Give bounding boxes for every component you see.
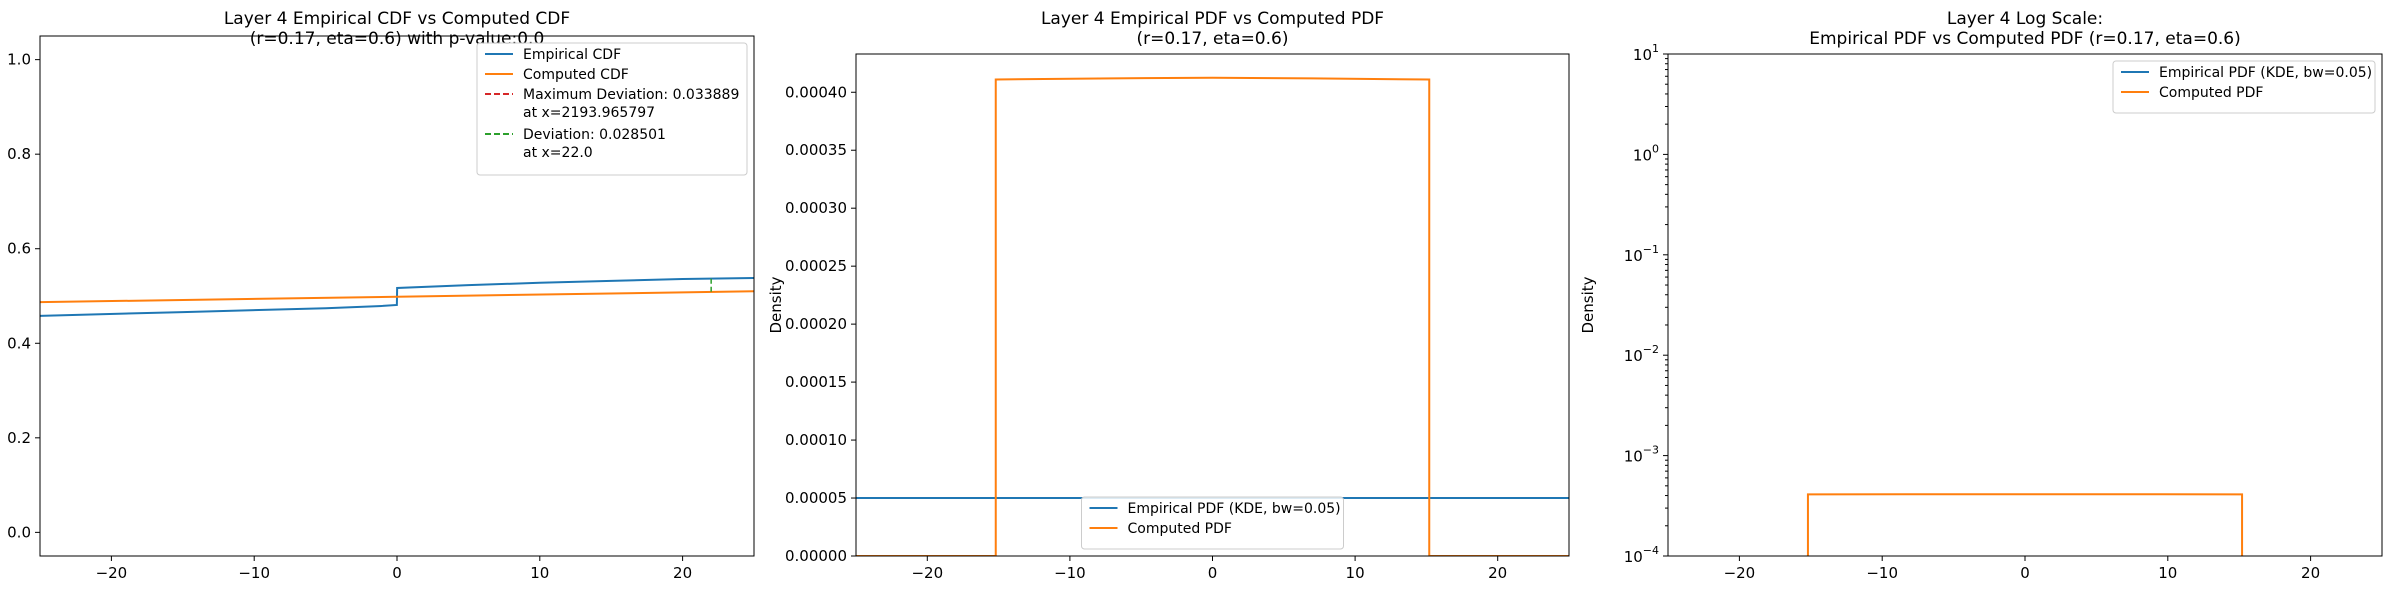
pdf-chart-panel: Layer 4 Empirical PDF vs Computed PDF(r=… [767, 9, 1570, 582]
x-tick-label: 20 [673, 564, 692, 582]
series-line-0 [40, 277, 754, 317]
y-tick-label: 101 [1633, 42, 1659, 64]
legend-label-0: Empirical PDF (KDE, bw=0.05) [2159, 65, 2372, 81]
legend-label-0: Empirical CDF [523, 47, 621, 63]
y-tick-exponent: −3 [1643, 444, 1659, 457]
legend-label-line2-3: at x=22.0 [523, 145, 593, 161]
y-tick-label: 0.00005 [785, 489, 847, 507]
plot-area [856, 76, 1569, 556]
legend-label-line2-2: at x=2193.965797 [523, 105, 655, 121]
y-tick-base: 10 [1633, 146, 1652, 164]
y-tick-label: 10−4 [1624, 544, 1659, 566]
y-tick-label: 0.00025 [785, 257, 847, 275]
y-tick-exponent: −2 [1643, 343, 1659, 356]
y-tick-exponent: −1 [1643, 243, 1659, 256]
y-tick-base: 10 [1624, 247, 1643, 265]
y-tick-label: 100 [1633, 142, 1659, 164]
x-tick-label: 10 [530, 564, 549, 582]
x-tick-label: −20 [1724, 564, 1756, 582]
legend-label-2: Maximum Deviation: 0.033889 [523, 87, 739, 103]
y-tick-label: 0.4 [7, 334, 31, 352]
legend: Empirical PDF (KDE, bw=0.05) Computed PDF [2112, 60, 2376, 114]
chart-subtitle: (r=0.17, eta=0.6) [1137, 29, 1289, 49]
y-tick-exponent: −4 [1643, 544, 1659, 557]
legend-box [2112, 60, 2376, 114]
chart-title: Layer 4 Empirical CDF vs Computed CDF [224, 9, 570, 29]
y-tick-label: 10−1 [1624, 243, 1659, 265]
legend: Empirical PDF (KDE, bw=0.05) Computed PDF [1081, 496, 1344, 550]
y-tick-label: 10−3 [1624, 444, 1659, 466]
cdf-chart-panel: Layer 4 Empirical CDF vs Computed CDF(r=… [7, 9, 755, 582]
x-tick-label: 0 [2020, 564, 2030, 582]
y-tick-base: 10 [1624, 448, 1643, 466]
legend-label-1: Computed PDF [1128, 521, 1232, 537]
y-tick-label: 0.00040 [785, 83, 847, 101]
y-axis-label: Density [1579, 276, 1597, 333]
legend-label-3: Deviation: 0.028501 [523, 127, 666, 143]
x-tick-label: −20 [911, 564, 943, 582]
series-line-1 [40, 290, 754, 304]
y-tick-label: 0.8 [7, 145, 31, 163]
chart-subtitle: Empirical PDF vs Computed PDF (r=0.17, e… [1809, 29, 2240, 49]
y-tick-label: 0.00035 [785, 141, 847, 159]
legend-label-1: Computed CDF [523, 67, 629, 83]
y-tick-label: 0.00020 [785, 315, 847, 333]
legend-box [476, 42, 748, 176]
y-tick-exponent: 0 [1652, 142, 1659, 155]
x-tick-label: 0 [392, 564, 402, 582]
legend-label-0: Empirical PDF (KDE, bw=0.05) [1128, 501, 1341, 517]
y-tick-base: 10 [1633, 46, 1652, 64]
y-tick-label: 1.0 [7, 51, 31, 69]
series-line-1 [856, 76, 1569, 556]
y-tick-label: 0.2 [7, 429, 31, 447]
y-tick-label: 0.00030 [785, 199, 847, 217]
plot-area [1806, 493, 2244, 556]
y-tick-base: 10 [1624, 347, 1643, 365]
chart-title: Layer 4 Log Scale: [1947, 9, 2103, 29]
y-axis-label: Density [767, 276, 785, 333]
legend-box [1081, 496, 1344, 550]
plot-frame [1667, 53, 2383, 557]
chart-subtitle: (r=0.17, eta=0.6) with p-value:0.0 [250, 29, 545, 49]
y-tick-base: 10 [1624, 548, 1643, 566]
x-tick-label: −20 [96, 564, 128, 582]
legend: Empirical CDF Computed CDF Maximum Deviati… [476, 42, 748, 176]
x-tick-label: 0 [1208, 564, 1218, 582]
y-tick-label: 0.00015 [785, 373, 847, 391]
y-tick-label: 10−2 [1624, 343, 1659, 365]
series-line-0 [1806, 493, 2244, 556]
log-pdf-chart-panel: Layer 4 Log Scale:Empirical PDF vs Compu… [1579, 9, 2383, 582]
legend-label-1: Computed PDF [2159, 85, 2263, 101]
plot-frame [855, 53, 1570, 557]
y-tick-label: 0.6 [7, 240, 31, 258]
x-tick-label: −10 [238, 564, 270, 582]
y-tick-exponent: 1 [1652, 42, 1659, 55]
x-tick-label: 10 [2158, 564, 2177, 582]
y-tick-label: 0.00010 [785, 431, 847, 449]
x-tick-label: 10 [1346, 564, 1365, 582]
plot-area [40, 277, 754, 317]
x-tick-label: −10 [1866, 564, 1898, 582]
x-tick-label: −10 [1054, 564, 1086, 582]
y-tick-label: 0.00000 [785, 547, 847, 565]
y-tick-label: 0.0 [7, 523, 31, 541]
x-tick-label: 20 [1488, 564, 1507, 582]
chart-title: Layer 4 Empirical PDF vs Computed PDF [1041, 9, 1384, 29]
x-tick-label: 20 [2301, 564, 2320, 582]
